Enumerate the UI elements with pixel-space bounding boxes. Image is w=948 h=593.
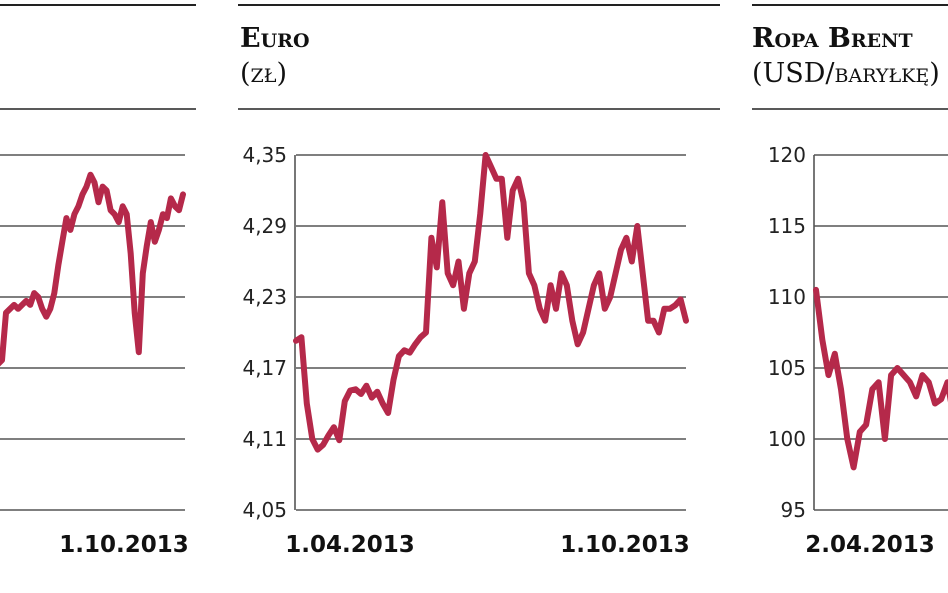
x-date-label: 2.04.2013	[805, 532, 935, 558]
y-tick-label: 100	[768, 427, 806, 451]
euro-title: Euro	[240, 23, 310, 54]
y-tick-label: 4,35	[242, 143, 287, 167]
x-date-label: 1.04.2013	[285, 532, 415, 558]
x-date-label: 1.10.2013	[560, 532, 690, 558]
brent-subtitle: (USD/baryłkę)	[752, 58, 940, 89]
y-tick-label: 95	[781, 498, 806, 522]
y-tick-label: 4,05	[242, 498, 287, 522]
y-tick-label: 105	[768, 356, 806, 380]
left-chart: 1.10.2013	[0, 154, 189, 558]
brent-chart: 120 115 110 105 100 95 2.04.2013	[768, 143, 948, 558]
y-tick-label: 120	[768, 143, 806, 167]
y-tick-label: 4,17	[242, 356, 287, 380]
y-tick-label: 4,23	[242, 285, 287, 309]
y-tick-label: 4,29	[242, 214, 287, 238]
euro-subtitle: (zł)	[240, 58, 287, 89]
brent-title: Ropa Brent	[752, 23, 913, 54]
series-line	[293, 152, 689, 453]
y-tick-label: 110	[768, 285, 806, 309]
series-line	[813, 286, 948, 471]
euro-chart: 4,35 4,29 4,23 4,17 4,11 4,05 1.04.2013 1.10.20…	[242, 143, 689, 558]
series-line	[0, 171, 186, 367]
x-date-label: 1.10.2013	[59, 532, 189, 558]
y-tick-label: 115	[768, 214, 806, 238]
y-tick-label: 4,11	[242, 427, 287, 451]
